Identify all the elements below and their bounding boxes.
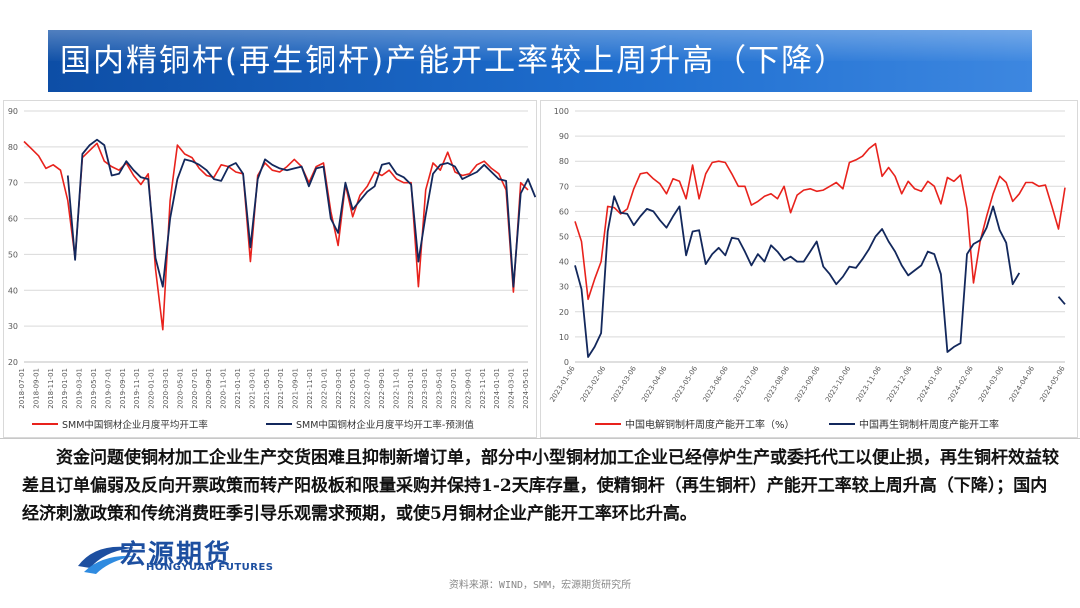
x-tick-label: 2022-03-01 (335, 368, 343, 409)
x-tick-label: 2021-07-01 (277, 368, 285, 409)
y-tick-label: 80 (559, 157, 569, 166)
x-tick-label: 2023-09-06 (793, 364, 822, 403)
x-tick-label: 2019-03-01 (76, 368, 84, 409)
page-title: 国内精铜杆(再生铜杆)产能开工率较上周升高（下降） (60, 43, 848, 79)
x-tick-label: 2022-11-01 (392, 368, 400, 409)
logo-wave-icon (78, 546, 136, 574)
series-line-1 (23, 140, 529, 331)
x-tick-label: 2023-06-06 (701, 364, 730, 403)
logo-chinese-text: 宏源期货 (120, 540, 233, 570)
x-tick-label: 2024-05-01 (522, 368, 530, 409)
y-tick-label: 50 (8, 250, 18, 259)
chart-panel-weekly: 0 10 20 30 40 50 60 70 80 90 100 2023-01-06 2023-02-… (540, 100, 1078, 438)
x-tick-label: 2021-01-01 (234, 368, 242, 409)
title-gloss (48, 30, 1032, 61)
x-tick-label: 2023-11-01 (479, 368, 487, 409)
y-tick-label: 40 (559, 258, 569, 267)
chart-panel-monthly: 20 30 40 50 60 70 80 90 2018-07-01 2018-09-01 2018… (3, 100, 537, 438)
x-tick-label: 2021-11-01 (306, 368, 314, 409)
weekly-rod-operating-rate-chart: 0 10 20 30 40 50 60 70 80 90 100 2023-01-06 2023-02-… (548, 107, 1067, 431)
series-line-1 (574, 142, 1066, 301)
x-tick-label: 2023-09-01 (464, 368, 472, 409)
monthly-operating-rate-chart: 20 30 40 50 60 70 80 90 2018-07-01 2018-09-01 2018… (8, 107, 536, 431)
x-tick-label: 2021-05-01 (263, 368, 271, 409)
x-tick-label: 2023-12-06 (885, 364, 914, 403)
series-line-2 (574, 195, 1066, 358)
x-tick-label: 2022-09-01 (378, 368, 386, 409)
commentary-text: 资金问题使铜材加工企业生产交货困难且抑制新增订单，部分中小型铜材加工企业已经停炉… (22, 448, 1059, 524)
x-tick-label: 2024-01-06 (916, 364, 945, 403)
x-tick-label: 2024-01-01 (493, 368, 501, 409)
x-tick-label: 2021-09-01 (292, 368, 300, 409)
x-tick-label: 2019-07-01 (104, 368, 112, 409)
x-tick-label: 2018-11-01 (47, 368, 55, 409)
x-tick-label: 2020-03-01 (162, 368, 170, 409)
y-tick-label: 100 (554, 107, 569, 116)
x-tick-label: 2023-10-06 (824, 364, 853, 403)
y-tick-label: 20 (8, 358, 18, 367)
legend-label-1: SMM中国铜材企业月度平均开工率 (62, 419, 208, 431)
logo-english-text: HONGYUAN FUTURES (146, 562, 274, 573)
y-tick-label: 60 (8, 215, 18, 224)
legend-label-2: 中国再生铜制杆周度产能开工率 (859, 418, 999, 431)
x-tick-label: 2024-03-06 (977, 364, 1006, 403)
x-tick-label: 2019-05-01 (90, 368, 98, 409)
y-tick-label: 80 (8, 143, 18, 152)
x-tick-label: 2019-09-01 (119, 368, 127, 409)
divider-line (0, 438, 1080, 439)
title-bar: 国内精铜杆(再生铜杆)产能开工率较上周升高（下降） (48, 30, 1032, 92)
x-tick-label: 2023-02-06 (579, 364, 608, 403)
x-tick-label: 2019-11-01 (133, 368, 141, 409)
x-tick-label: 2019-01-01 (61, 368, 69, 409)
x-tick-label: 2024-02-06 (946, 364, 975, 403)
x-tick-label: 2024-05-06 (1038, 364, 1067, 403)
x-tick-label: 2023-05-01 (436, 368, 444, 409)
x-tick-label: 2022-05-01 (349, 368, 357, 409)
y-tick-label: 60 (559, 207, 569, 216)
x-tick-label: 2020-09-01 (205, 368, 213, 409)
y-tick-label: 40 (8, 286, 18, 295)
x-tick-label: 2020-01-01 (148, 368, 156, 409)
x-tick-label: 2023-07-06 (732, 364, 761, 403)
x-tick-label: 2024-04-06 (1008, 364, 1037, 403)
x-tick-label: 2024-03-01 (508, 368, 516, 409)
x-tick-label: 2023-03-01 (421, 368, 429, 409)
y-tick-label: 70 (559, 182, 569, 191)
y-tick-label: 10 (559, 333, 569, 342)
x-tick-label: 2023-01-06 (548, 364, 577, 403)
x-tick-label: 2023-11-06 (855, 364, 884, 403)
legend-label-2: SMM中国铜材企业月度平均开工率-预测值 (296, 419, 474, 431)
legend-label-1: 中国电解铜制杆周度产能开工率（%） (625, 418, 795, 431)
y-tick-label: 20 (559, 308, 569, 317)
x-tick-label: 2020-07-01 (191, 368, 199, 409)
y-tick-label: 30 (8, 322, 18, 331)
series-line-2 (66, 138, 536, 288)
source-note: 资料来源：WIND，SMM，宏源期货研究所 (448, 580, 632, 591)
x-tick-label: 2022-07-01 (364, 368, 372, 409)
x-tick-label: 2023-01-01 (407, 368, 415, 409)
x-tick-label: 2023-08-06 (763, 364, 792, 403)
x-tick-label: 2020-05-01 (176, 368, 184, 409)
x-tick-label: 2023-04-06 (640, 364, 669, 403)
y-tick-label: 30 (559, 283, 569, 292)
x-tick-label: 2020-11-01 (220, 368, 228, 409)
y-tick-label: 90 (8, 107, 18, 116)
x-tick-label: 2023-07-01 (450, 368, 458, 409)
y-tick-label: 70 (8, 179, 18, 188)
x-tick-label: 2023-05-06 (671, 364, 700, 403)
x-tick-label: 2018-07-01 (18, 368, 26, 409)
company-logo: 宏源期货 HONGYUAN FUTURES (76, 536, 316, 576)
x-tick-label: 2021-03-01 (248, 368, 256, 409)
x-tick-label: 2022-01-01 (320, 368, 328, 409)
x-tick-label: 2018-09-01 (32, 368, 40, 409)
x-tick-label: 2023-03-06 (610, 364, 639, 403)
y-tick-label: 90 (559, 132, 569, 141)
y-tick-label: 50 (559, 233, 569, 242)
y-tick-label: 0 (564, 358, 569, 367)
